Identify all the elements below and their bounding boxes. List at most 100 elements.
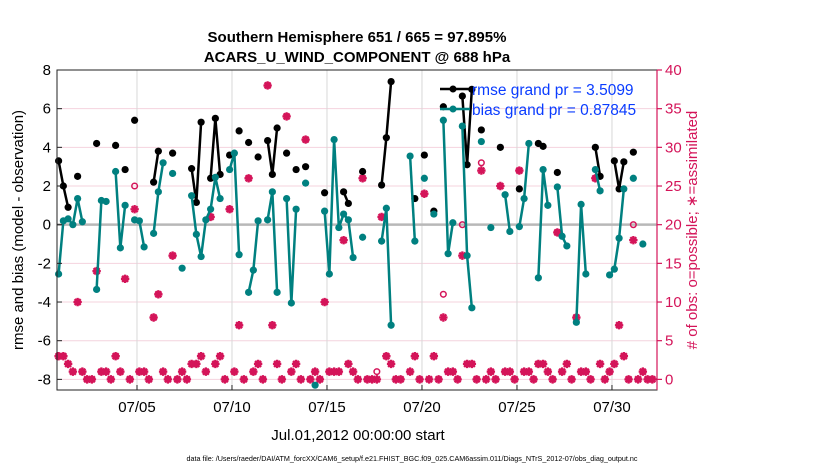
bias-point [506, 227, 514, 236]
assimilated-obs-marker [481, 375, 491, 384]
y-tick-label: 4 [43, 139, 51, 156]
bias-point [192, 230, 200, 238]
bias-point [558, 232, 566, 240]
assimilated-obs-marker [277, 375, 287, 384]
assimilated-obs-marker [391, 375, 401, 384]
rmse-point [154, 147, 162, 155]
rmse-point [359, 167, 367, 176]
bias-point [591, 165, 599, 174]
assimilated-obs-marker [206, 212, 215, 222]
assimilated-obs-marker [225, 205, 234, 214]
x-tick-label: 07/20 [403, 399, 441, 416]
bias-point [477, 137, 485, 146]
bias-point [140, 243, 148, 251]
assimilated-obs-marker [605, 367, 614, 376]
bias-point [534, 274, 542, 282]
assimilated-obs-marker [562, 359, 572, 369]
assimilated-obs-marker [268, 321, 277, 330]
chart-title-line-2: ACARS_U_WIND_COMPONENT @ 688 hPa [204, 49, 511, 66]
rmse-point [273, 124, 281, 132]
bias-point [387, 321, 395, 329]
bias-point [439, 116, 447, 124]
rmse-point [254, 153, 262, 161]
assimilated-obs-marker [415, 375, 424, 384]
assimilated-obs-marker [258, 375, 268, 384]
rmse-point [264, 136, 272, 145]
bias-point [64, 215, 72, 223]
bias-point [340, 210, 348, 218]
assimilated-obs-marker [619, 351, 629, 361]
assimilated-obs-marker [567, 375, 576, 384]
assimilated-obs-marker [329, 367, 339, 376]
bias-point [121, 201, 129, 209]
rmse-point [610, 157, 618, 165]
bias-point [344, 216, 352, 224]
assimilated-obs-marker [177, 367, 187, 376]
bias-point [55, 270, 63, 278]
rmse-point [515, 185, 523, 193]
assimilated-obs-marker [363, 375, 372, 384]
bias-point [311, 381, 319, 389]
rmse-point [131, 116, 139, 124]
assimilated-obs-marker [68, 367, 78, 376]
assimilated-obs-marker [529, 375, 538, 384]
rmse-line [594, 147, 602, 177]
assimilated-obs-marker [230, 367, 239, 376]
y2-tick-label: 15 [665, 255, 682, 272]
bias-point [287, 299, 295, 307]
assimilated-obs-marker [429, 351, 439, 361]
assimilated-obs-marker [453, 375, 462, 384]
assimilated-obs-marker [296, 375, 306, 384]
bias-point [268, 188, 276, 196]
assimilated-obs-marker [524, 367, 534, 376]
rmse-point [477, 126, 485, 134]
bias-point [74, 194, 82, 203]
y-tick-label: -4 [38, 294, 51, 311]
bias-point [197, 252, 205, 261]
bias-point [154, 188, 162, 196]
rmse-point [629, 148, 637, 156]
bias-point [93, 285, 101, 294]
rmse-point [93, 139, 101, 148]
assimilated-obs-marker [263, 81, 272, 90]
assimilated-obs-marker [638, 367, 648, 376]
bias-line [503, 194, 512, 232]
bias-point [458, 122, 466, 130]
assimilated-obs-marker [629, 235, 638, 245]
assimilated-obs-marker [158, 367, 168, 376]
obs-count-markers [54, 81, 657, 384]
rmse-line [152, 151, 160, 183]
assimilated-obs-marker [614, 321, 624, 330]
assimilated-obs-marker [78, 367, 87, 376]
assimilated-obs-marker [144, 375, 154, 384]
rmse-point [197, 118, 205, 126]
bias-point [226, 165, 234, 174]
y-tick-label: -6 [38, 333, 51, 350]
possible-obs-marker [477, 159, 485, 167]
assimilated-obs-marker [301, 135, 310, 144]
y2-tick-label: 0 [665, 371, 673, 388]
rmse-point [188, 165, 196, 173]
bias-point [629, 174, 637, 182]
rmse-point [553, 168, 561, 177]
bias-point [169, 169, 177, 178]
assimilated-obs-marker [154, 290, 163, 299]
y-tick-label: 2 [43, 178, 51, 195]
assimilated-obs-marker [353, 375, 363, 384]
assimilated-obs-marker [201, 367, 211, 376]
bias-point [302, 179, 310, 187]
assimilated-obs-marker [377, 212, 386, 222]
footer-data-file: data file: /Users/raeder/DAI/ATM_forcXX/… [187, 454, 638, 463]
rmse-point [420, 151, 428, 159]
rmse-point [64, 203, 72, 211]
bias-line [608, 188, 626, 276]
assimilated-obs-marker [215, 351, 225, 361]
bias-point [596, 187, 604, 195]
assimilated-obs-marker [87, 375, 97, 384]
y-tick-label: -8 [38, 371, 51, 388]
rmse-point [496, 143, 504, 151]
assimilated-obs-marker [101, 367, 111, 376]
assimilated-obs-marker [591, 174, 600, 183]
assimilated-obs-marker [505, 367, 515, 376]
bias-point [605, 271, 614, 279]
